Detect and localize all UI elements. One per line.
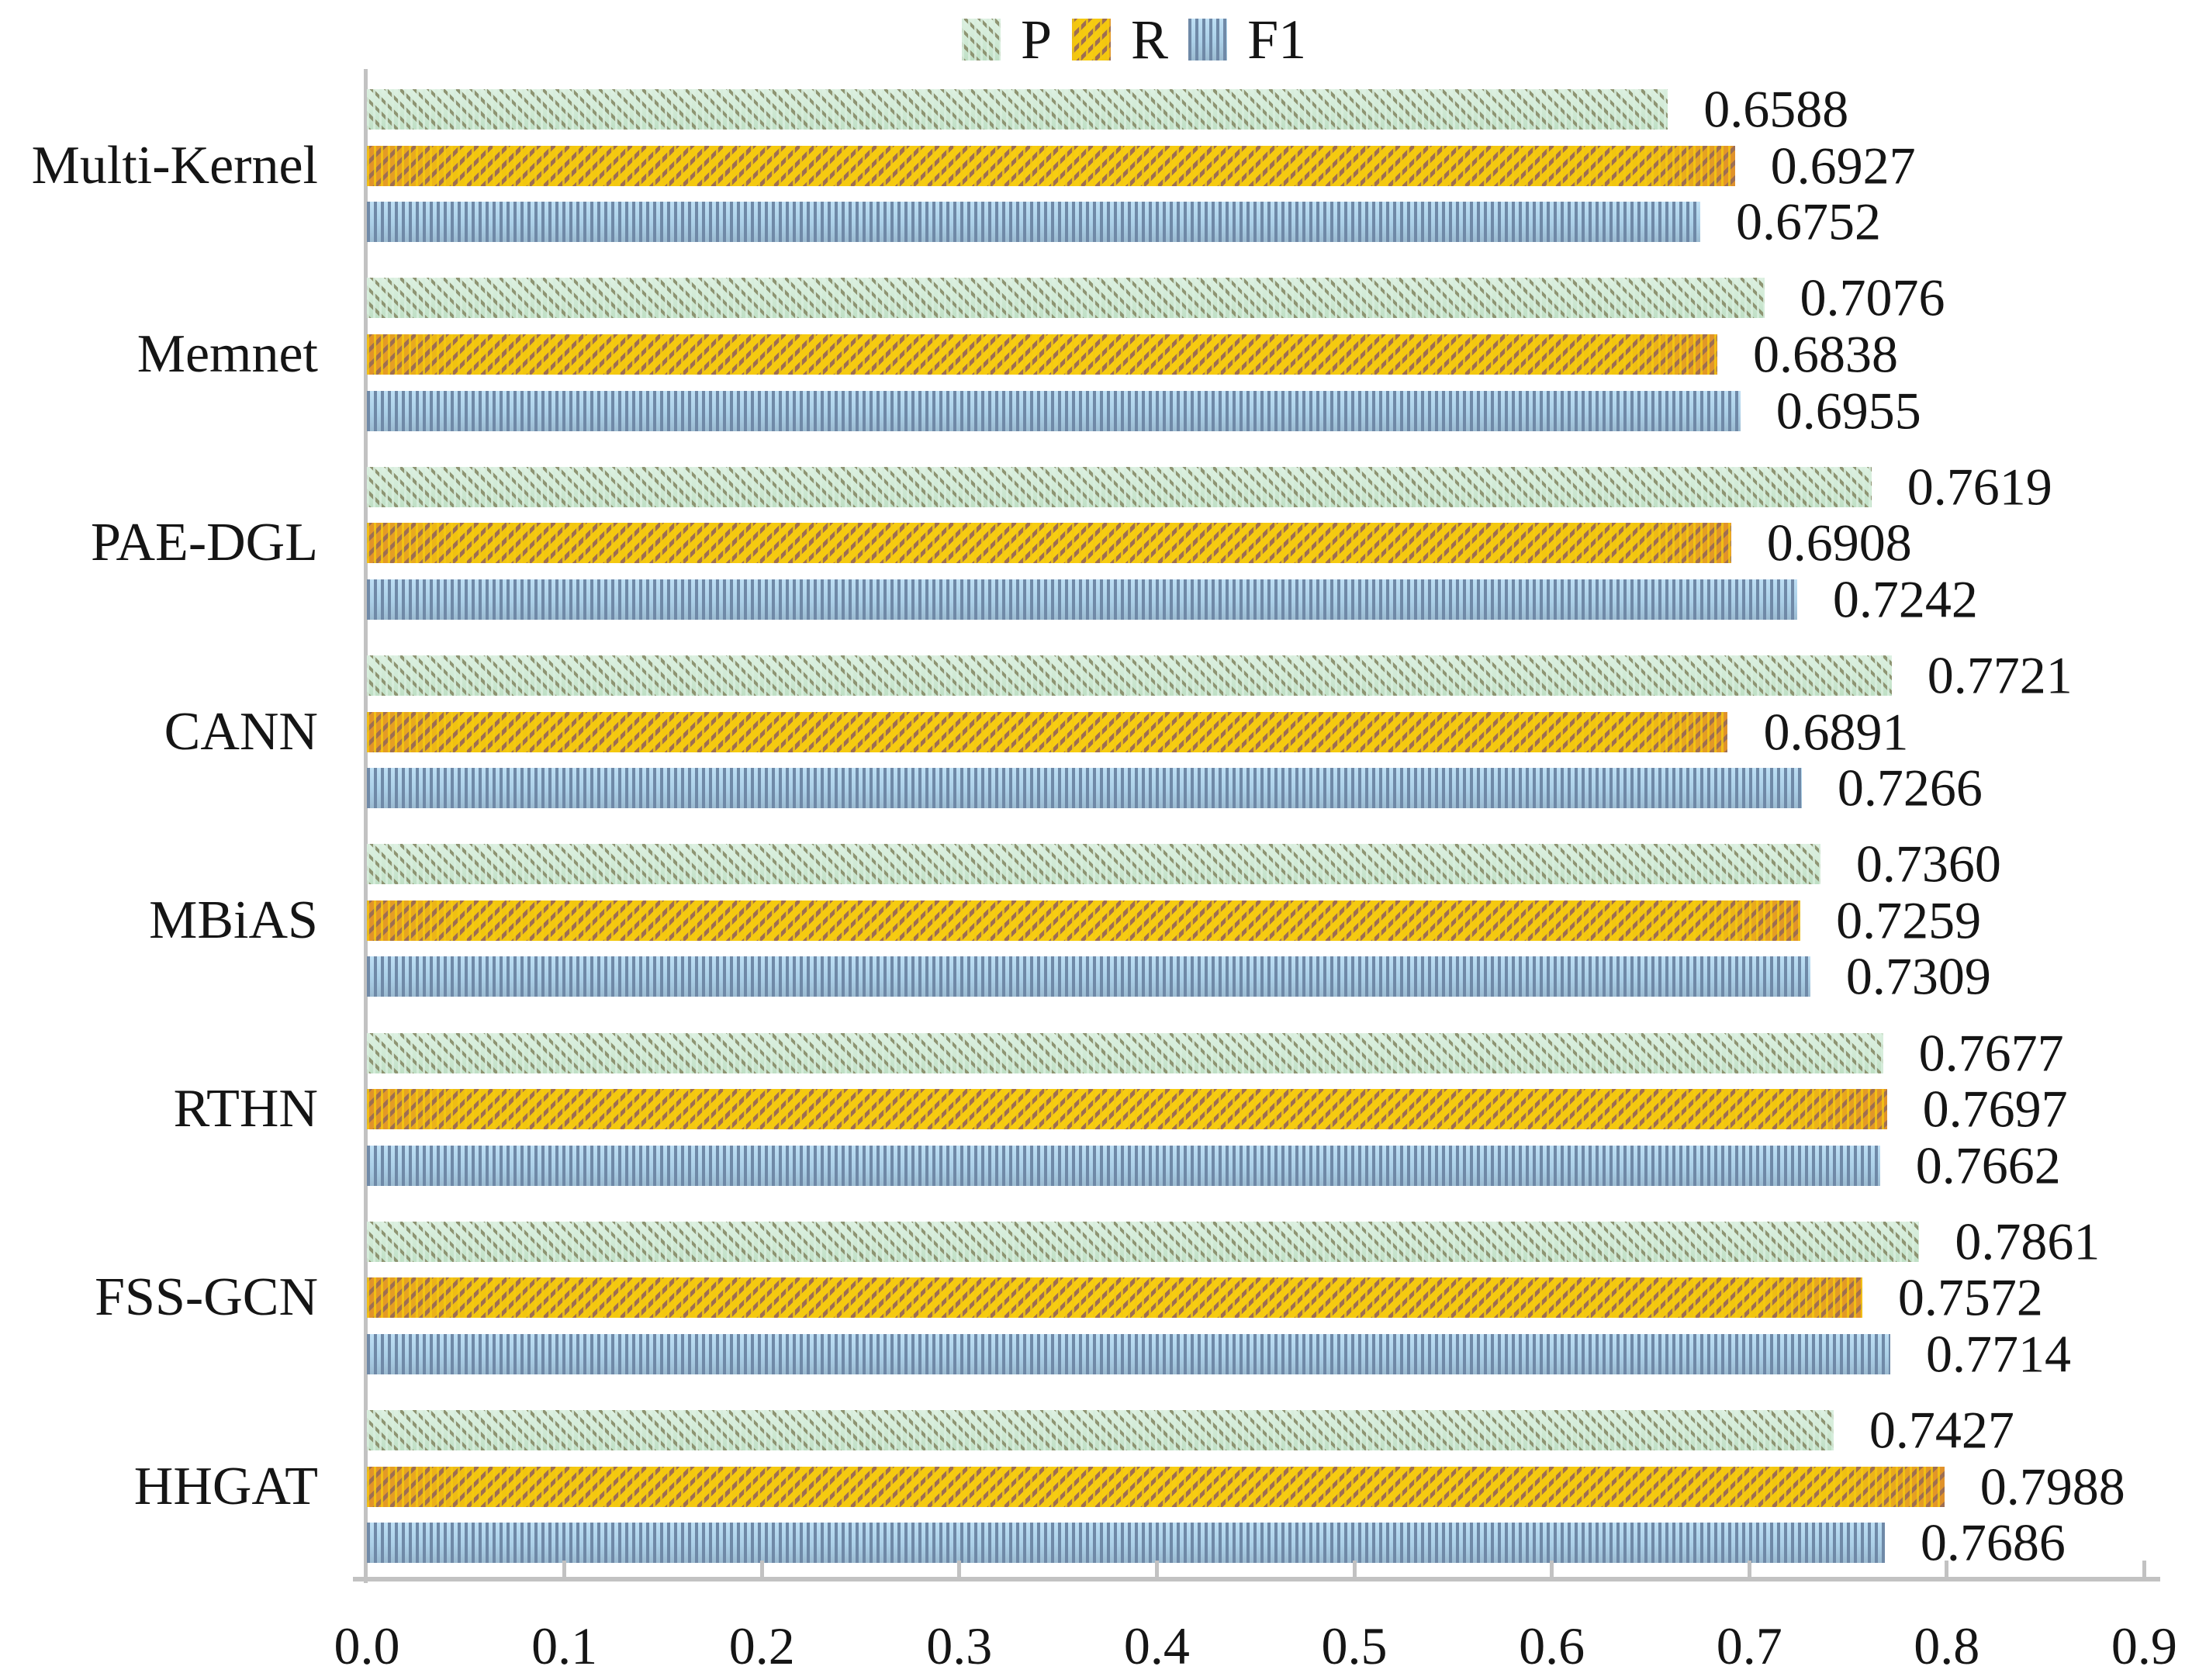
category-label: PAE-DGL (91, 513, 318, 573)
bar-value-label: 0.7572 (1897, 1267, 2043, 1327)
bar-value-label: 0.7360 (1855, 834, 2001, 894)
bar-p (367, 1410, 1834, 1451)
x-axis-tick (759, 1561, 764, 1577)
bar-p (367, 278, 1765, 319)
legend-label-f1: F1 (1247, 9, 1307, 71)
bar-value-label: 0.7242 (1832, 569, 1978, 629)
category-label: MBiAS (149, 890, 318, 950)
bar-value-label: 0.7619 (1907, 457, 2052, 517)
bar-r (367, 1089, 1887, 1130)
category-label: FSS-GCN (95, 1267, 318, 1328)
bar-value-label: 0.7259 (1836, 890, 1982, 950)
bar-value-label: 0.7988 (1979, 1457, 2125, 1516)
legend-label-r: R (1131, 9, 1169, 71)
bar-f1 (367, 768, 1802, 809)
bar-value-label: 0.6838 (1752, 324, 1898, 384)
x-axis-tick (562, 1561, 567, 1577)
bar-f1 (367, 390, 1741, 431)
bar-p (367, 1221, 1920, 1262)
category-label: RTHN (173, 1079, 318, 1139)
bar-f1 (367, 202, 1701, 243)
bar-r (367, 145, 1735, 186)
x-tick-label: 0.4 (1123, 1616, 1190, 1675)
bar-r (367, 711, 1728, 752)
bar-p (367, 466, 1872, 507)
x-tick-label: 0.2 (728, 1616, 795, 1675)
bar-r (367, 900, 1801, 941)
category-label: Memnet (137, 323, 318, 384)
x-axis-tick (1945, 1561, 1949, 1577)
x-tick-label: 0.8 (1914, 1616, 1980, 1675)
x-axis-line (353, 1577, 2160, 1581)
bar-f1 (367, 956, 1810, 997)
bar-p (367, 89, 1668, 130)
bar-value-label: 0.6588 (1703, 79, 1849, 139)
bar-value-label: 0.7686 (1920, 1512, 2066, 1572)
bar-r (367, 334, 1717, 375)
bar-value-label: 0.7427 (1869, 1400, 2014, 1460)
x-axis-tick (1352, 1561, 1357, 1577)
bar-value-label: 0.7309 (1845, 946, 1991, 1006)
x-axis-tick (1154, 1561, 1159, 1577)
x-axis-tick (2142, 1561, 2146, 1577)
y-axis-line (364, 69, 368, 1583)
legend-swatch-r-icon (1072, 19, 1112, 60)
bar-p (367, 844, 1820, 885)
bar-f1 (367, 1334, 1890, 1374)
bar-value-label: 0.6891 (1763, 702, 1909, 761)
bar-value-label: 0.7861 (1955, 1212, 2100, 1271)
bar-value-label: 0.7697 (1922, 1079, 2068, 1139)
bar-value-label: 0.7677 (1918, 1023, 2064, 1082)
category-label: Multi-Kernel (31, 135, 318, 195)
x-tick-label: 0.0 (334, 1616, 400, 1675)
legend-swatch-p-icon (962, 19, 1001, 60)
x-tick-label: 0.6 (1519, 1616, 1585, 1675)
bar-p (367, 1032, 1883, 1073)
legend-label-p: P (1021, 9, 1053, 71)
bar-r (367, 523, 1731, 564)
bar-value-label: 0.6908 (1766, 513, 1912, 572)
bar-r (367, 1277, 1862, 1319)
x-tick-label: 0.5 (1321, 1616, 1388, 1675)
bar-value-label: 0.7721 (1927, 645, 2073, 705)
bar-value-label: 0.6927 (1770, 136, 1916, 195)
bar-value-label: 0.6955 (1775, 381, 1921, 440)
bar-f1 (367, 579, 1797, 620)
bar-p (367, 655, 1892, 696)
bar-r (367, 1466, 1945, 1507)
x-tick-label: 0.1 (531, 1616, 598, 1675)
bar-value-label: 0.7076 (1800, 268, 1945, 327)
chart-legend: P R F1 (962, 9, 1307, 71)
bar-value-label: 0.6752 (1736, 192, 1882, 251)
legend-swatch-f1-icon (1188, 19, 1228, 60)
bar-value-label: 0.7662 (1915, 1136, 2061, 1195)
x-tick-label: 0.7 (1716, 1616, 1782, 1675)
bar-f1 (367, 1523, 1885, 1564)
bar-value-label: 0.7266 (1837, 758, 1983, 818)
bar-f1 (367, 1145, 1880, 1186)
x-axis-tick (1550, 1561, 1554, 1577)
x-tick-label: 0.9 (2111, 1616, 2177, 1675)
bar-value-label: 0.7714 (1925, 1324, 2071, 1384)
x-tick-label: 0.3 (926, 1616, 993, 1675)
x-axis-tick (957, 1561, 962, 1577)
category-label: HHGAT (133, 1456, 318, 1516)
x-axis-tick (1747, 1561, 1751, 1577)
category-label: CANN (164, 701, 318, 762)
